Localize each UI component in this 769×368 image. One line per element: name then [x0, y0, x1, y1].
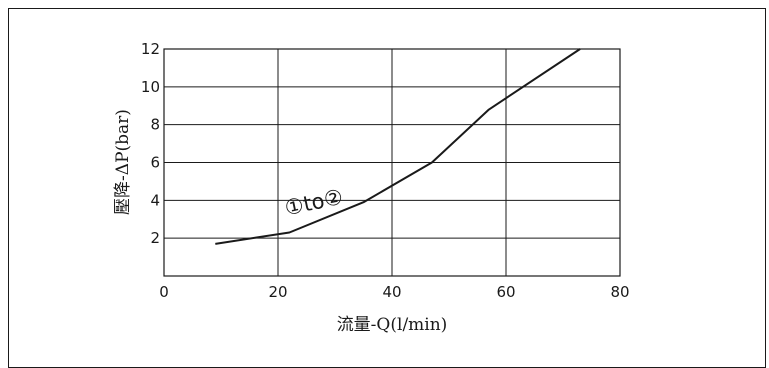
grid [164, 49, 620, 276]
plot-area-border [163, 48, 621, 277]
x-axis-title: 流量-Q(l/min) [337, 315, 448, 335]
x-tick-label: 60 [496, 283, 515, 301]
y-tick-label: 6 [150, 154, 160, 172]
flow-pressure-chart: 0 20 40 60 80 2 4 6 8 10 12 ①to② 流量-Q(l/min) 壓降-Δ… [113, 40, 630, 335]
y-axis-title: 壓降-ΔP(bar) [113, 109, 133, 215]
y-tick-label: 8 [150, 116, 160, 134]
y-tick-label: 2 [150, 229, 160, 247]
y-tick-labels: 2 4 6 8 10 12 [141, 40, 160, 247]
y-tick-label: 10 [141, 78, 160, 96]
series-line [215, 48, 581, 245]
annotation-label: ①to② [283, 185, 345, 221]
x-tick-label: 20 [268, 283, 287, 301]
x-tick-labels: 0 20 40 60 80 [159, 283, 629, 301]
y-tick-label: 12 [141, 40, 160, 58]
x-tick-label: 0 [159, 283, 169, 301]
y-tick-label: 4 [150, 191, 160, 209]
x-tick-label: 40 [382, 283, 401, 301]
x-tick-label: 80 [610, 283, 629, 301]
